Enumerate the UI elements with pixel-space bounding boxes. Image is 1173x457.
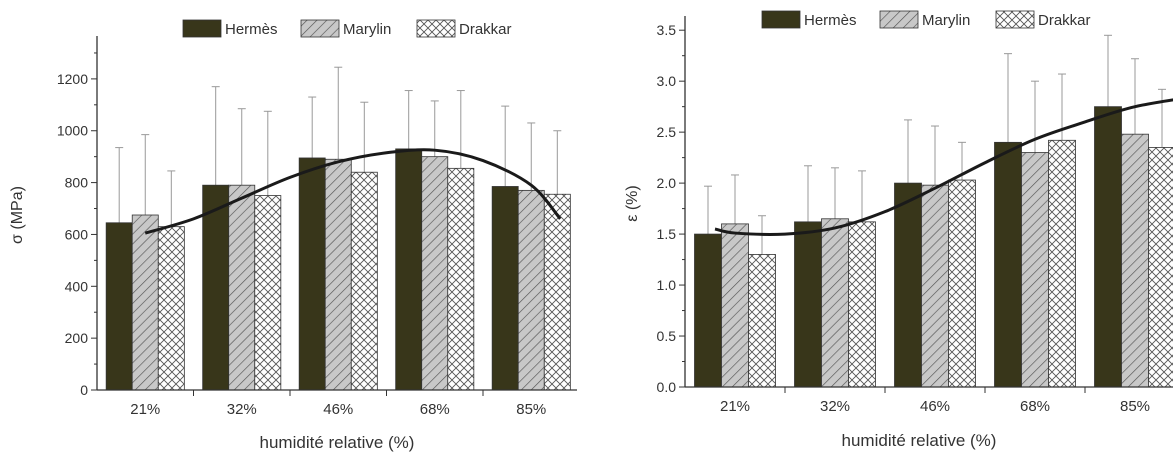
bar-hermes <box>695 234 722 387</box>
bar-hermes <box>299 158 325 390</box>
legend-label-drakkar: Drakkar <box>459 21 512 38</box>
y-tick-label: 400 <box>65 278 89 294</box>
legend-label-marylin: Marylin <box>343 21 391 38</box>
bar-drakkar <box>448 168 474 390</box>
y-tick-label: 0 <box>80 382 88 398</box>
bar-drakkar <box>849 222 876 387</box>
bar-marylin <box>325 159 351 390</box>
bar-marylin <box>1122 134 1149 387</box>
y-tick-label: 0.5 <box>657 328 677 344</box>
bar-marylin <box>229 185 255 390</box>
bar-hermes <box>106 223 132 390</box>
bar-hermes <box>795 222 822 387</box>
bar-marylin <box>132 215 158 390</box>
bar-hermes <box>1095 107 1122 387</box>
y-tick-label: 600 <box>65 226 89 242</box>
bar-drakkar <box>544 194 570 390</box>
legend-swatch-marylin <box>880 11 918 28</box>
y-tick-label: 2.5 <box>657 124 677 140</box>
x-tick-label: 85% <box>516 401 546 418</box>
bar-drakkar <box>351 172 377 390</box>
bar-drakkar <box>1149 147 1173 387</box>
bar-hermes <box>895 183 922 387</box>
y-tick-label: 1000 <box>57 123 88 139</box>
bar-marylin <box>518 190 544 390</box>
bar-drakkar <box>1049 140 1076 387</box>
y-tick-label: 1200 <box>57 71 88 87</box>
y-tick-label: 1.0 <box>657 277 677 293</box>
legend-swatch-marylin <box>301 20 339 37</box>
legend-label-marylin: Marylin <box>922 12 970 29</box>
bar-marylin <box>922 185 949 387</box>
y-tick-label: 2.0 <box>657 175 677 191</box>
x-tick-label: 68% <box>420 401 450 418</box>
chart-2: 0.0 0.5 1.0 1.5 2.0 2.5 3.0 3.5 21% 32% 46% 68% 85% h… <box>624 11 1173 450</box>
x-axis-title: humidité relative (%) <box>842 431 997 450</box>
legend: Hermès Marylin Drakkar <box>762 11 1091 29</box>
bar-hermes <box>492 186 518 390</box>
legend: Hermès Marylin Drakkar <box>183 20 512 38</box>
bar-drakkar <box>949 180 976 387</box>
x-tick-label: 32% <box>820 398 850 415</box>
y-tick-label: 200 <box>65 330 89 346</box>
legend-label-hermes: Hermès <box>225 21 278 38</box>
y-tick-label: 3.0 <box>657 73 677 89</box>
bar-marylin <box>422 157 448 390</box>
legend-label-hermes: Hermès <box>804 12 857 29</box>
legend-label-drakkar: Drakkar <box>1038 12 1091 29</box>
legend-swatch-hermes <box>183 20 221 37</box>
x-tick-label: 68% <box>1020 398 1050 415</box>
y-axis-title: ε (%) <box>624 185 641 221</box>
legend-swatch-hermes <box>762 11 800 28</box>
y-axis-title: σ (MPa) <box>9 186 26 244</box>
y-tick-label: 1.5 <box>657 226 677 242</box>
legend-swatch-drakkar <box>417 20 455 37</box>
bar-hermes <box>995 142 1022 387</box>
bar-drakkar <box>255 196 281 390</box>
bar-marylin <box>722 224 749 387</box>
y-tick-label: 0.0 <box>657 379 677 395</box>
x-tick-label: 46% <box>323 401 353 418</box>
bar-hermes <box>396 149 422 390</box>
bar-drakkar <box>749 254 776 387</box>
x-tick-label: 46% <box>920 398 950 415</box>
y-tick-label: 800 <box>65 175 89 191</box>
chart-1: 0 200 400 600 800 1000 1200 21% 32% 46% 68% 85% humi… <box>9 20 577 452</box>
y-tick-label: 3.5 <box>657 22 677 38</box>
legend-swatch-drakkar <box>996 11 1034 28</box>
x-axis-title: humidité relative (%) <box>260 433 415 452</box>
bar-drakkar <box>158 227 184 390</box>
bar-hermes <box>203 185 229 390</box>
x-tick-label: 32% <box>227 401 257 418</box>
x-tick-label: 21% <box>130 401 160 418</box>
x-tick-label: 85% <box>1120 398 1150 415</box>
bar-marylin <box>822 219 849 387</box>
bar-marylin <box>1022 153 1049 387</box>
x-tick-label: 21% <box>720 398 750 415</box>
